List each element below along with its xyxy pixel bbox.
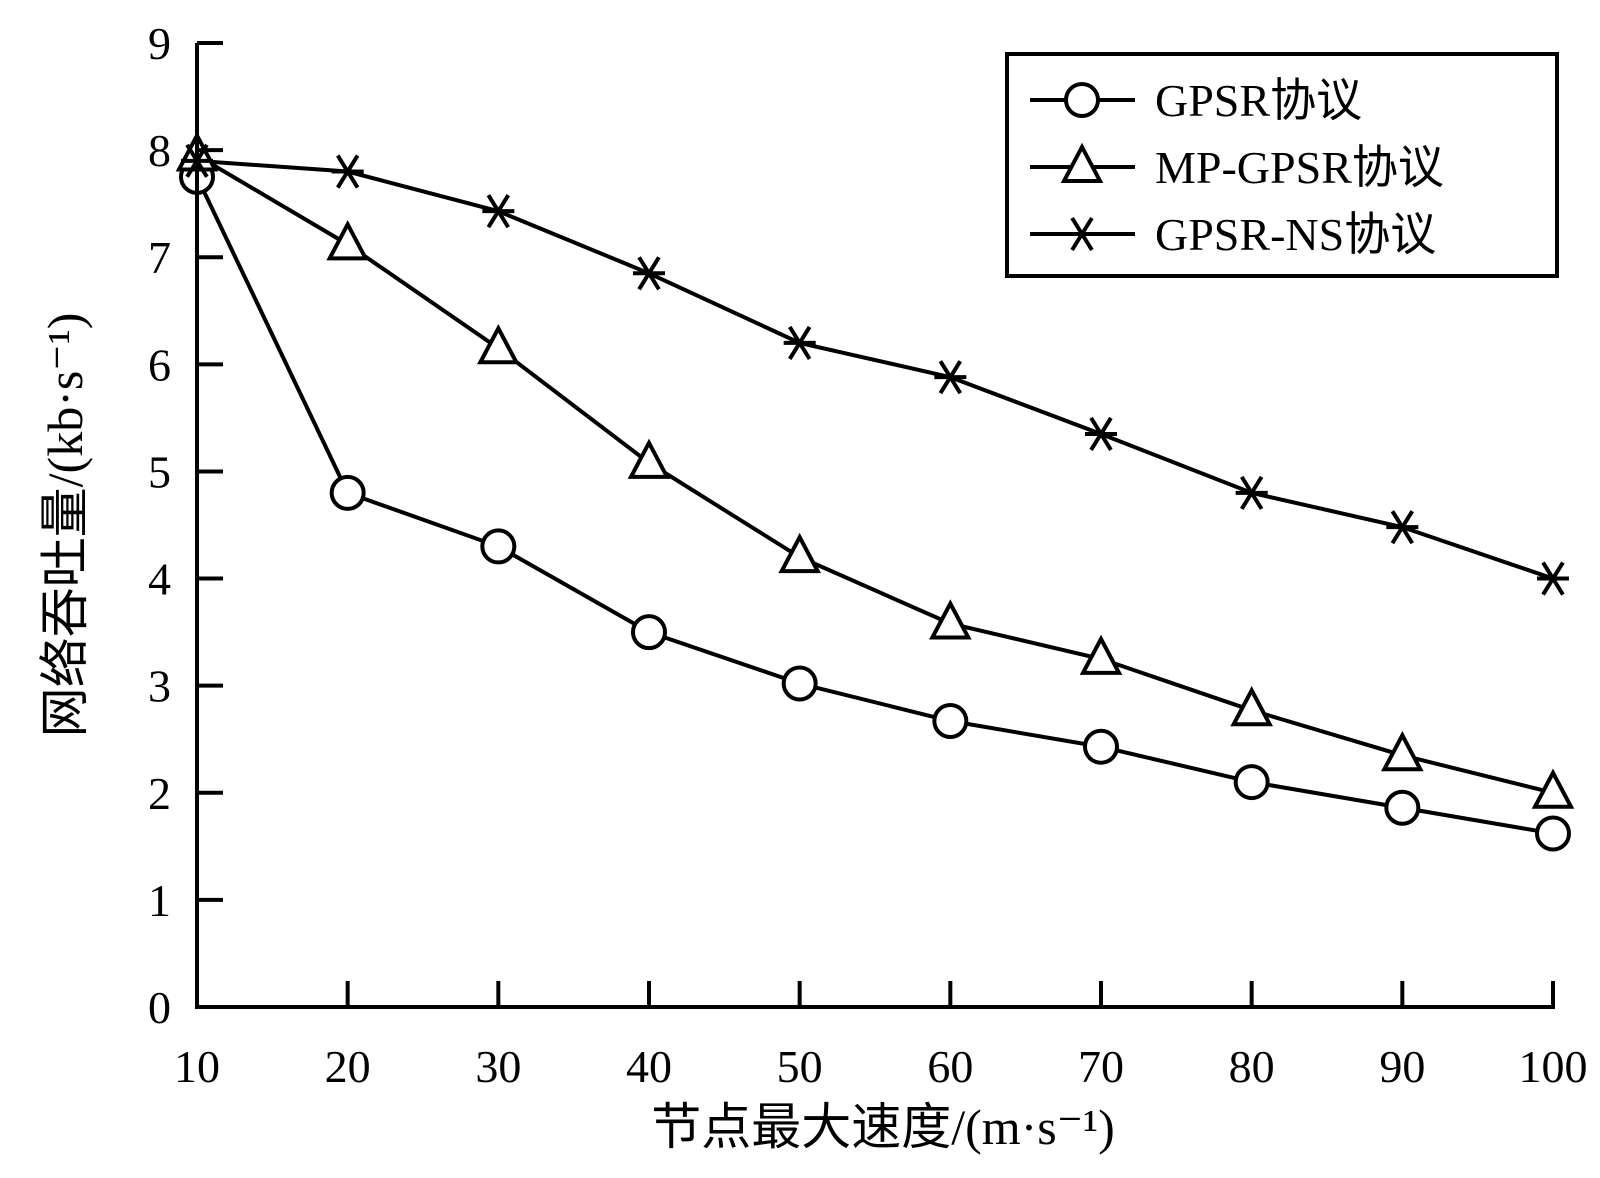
- axes: [195, 41, 1555, 1009]
- data-point-triangle: [1531, 768, 1575, 809]
- y-tick-label: 3: [148, 661, 171, 712]
- data-point-triangle: [627, 438, 671, 479]
- x-tick-label: 40: [626, 1041, 672, 1092]
- data-point-asterisk: [1085, 416, 1117, 452]
- series-line-1: [195, 176, 1554, 836]
- series-line-3: [196, 158, 1554, 581]
- data-point-circle: [932, 703, 969, 740]
- series-lines: [195, 153, 1554, 836]
- tick-labels: 0 1 2 3 4 5 6 7 8 9 10 20 30 40 50 60 70 80 90 100: [148, 18, 1588, 1092]
- y-tick-label: 9: [148, 18, 171, 69]
- x-tick-label: 20: [325, 1041, 371, 1092]
- y-tick-label: 1: [148, 875, 171, 926]
- x-tick-label: 100: [1519, 1041, 1588, 1092]
- x-tick-label: 80: [1229, 1041, 1275, 1092]
- y-tick-label: 8: [148, 125, 171, 176]
- data-point-circle: [329, 474, 366, 511]
- legend: GPSR协议 MP-GPSR协议 GPSR-NS协议: [1005, 52, 1559, 278]
- legend-marker-triangle: [1060, 142, 1104, 183]
- data-point-triangle: [778, 532, 821, 574]
- data-point-asterisk: [331, 154, 364, 189]
- data-point-asterisk: [1537, 561, 1569, 596]
- y-tick-label: 6: [148, 339, 171, 390]
- data-point-triangle: [326, 220, 369, 261]
- y-tick-label: 7: [148, 232, 171, 283]
- data-point-triangle: [477, 323, 520, 365]
- data-point-circle: [1535, 815, 1571, 852]
- data-point-circle: [480, 528, 517, 565]
- data-point-asterisk: [482, 194, 515, 229]
- data-point-asterisk: [783, 325, 816, 360]
- x-axis-title: 节点最大速度/(m·s⁻¹): [651, 1099, 1115, 1155]
- series-markers: [175, 131, 1575, 852]
- legend-label: GPSR协议: [1155, 75, 1362, 126]
- y-tick-label: 0: [148, 982, 171, 1033]
- data-point-circle: [1384, 789, 1421, 826]
- y-axis-title: 网络吞吐量/(kb·s⁻¹): [37, 313, 93, 738]
- data-point-circle: [1233, 764, 1270, 801]
- data-point-circle: [631, 614, 667, 651]
- data-point-asterisk: [1235, 475, 1268, 510]
- data-point-triangle: [1381, 731, 1424, 772]
- legend-marker-circle: [1064, 82, 1100, 118]
- y-tick-label: 5: [148, 446, 171, 497]
- x-tick-label: 70: [1078, 1041, 1124, 1092]
- data-point-asterisk: [1386, 510, 1419, 545]
- y-tick-label: 2: [148, 768, 171, 819]
- data-point-triangle: [1230, 686, 1273, 727]
- y-tick-label: 4: [148, 554, 171, 605]
- x-tick-label: 50: [777, 1041, 823, 1092]
- legend-marker-asterisk: [1066, 216, 1098, 252]
- data-point-asterisk: [633, 256, 665, 291]
- data-point-circle: [781, 665, 818, 702]
- x-tick-label: 30: [475, 1041, 521, 1092]
- legend-label: MP-GPSR协议: [1155, 142, 1444, 193]
- data-point-asterisk: [934, 360, 967, 395]
- data-point-triangle: [929, 599, 972, 640]
- series-line-2: [195, 153, 1554, 795]
- x-tick-label: 60: [927, 1041, 973, 1092]
- x-tick-label: 10: [174, 1041, 220, 1092]
- data-point-circle: [1083, 728, 1119, 765]
- x-tick-label: 90: [1379, 1041, 1425, 1092]
- legend-label: GPSR-NS协议: [1155, 209, 1436, 260]
- data-point-triangle: [1079, 634, 1123, 675]
